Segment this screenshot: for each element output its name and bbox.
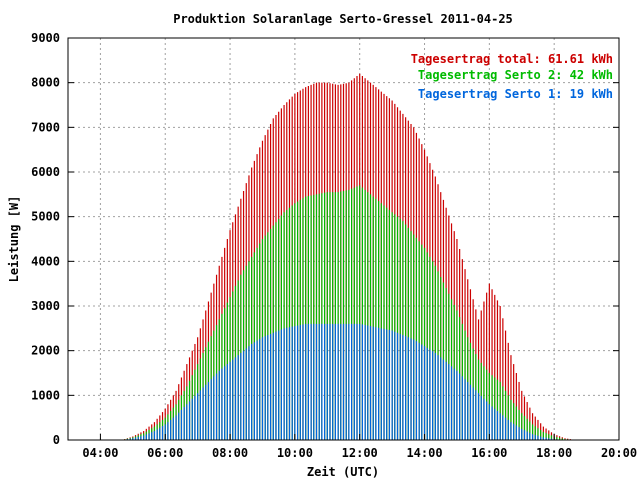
y-tick-label: 7000 xyxy=(31,120,60,134)
legend-entry-serto-1: Tagesertrag Serto 1: 19 kWh xyxy=(418,87,613,101)
tick-marks xyxy=(68,37,620,441)
x-tick-label: 06:00 xyxy=(147,446,183,460)
x-tick-label: 20:00 xyxy=(601,446,637,460)
x-tick-labels: 04:00 06:00 08:00 10:00 12:00 14:00 16:00 18:00… xyxy=(82,446,637,460)
bar-layer xyxy=(124,73,574,440)
x-tick-label: 16:00 xyxy=(471,446,507,460)
legend-entry-total: Tagesertrag total: 61.61 kWh xyxy=(411,52,613,66)
x-axis-label: Zeit (UTC) xyxy=(307,465,379,479)
y-tick-label: 4000 xyxy=(31,254,60,268)
x-tick-label: 12:00 xyxy=(342,446,378,460)
y-tick-label: 5000 xyxy=(31,210,60,224)
x-tick-label: 04:00 xyxy=(82,446,118,460)
legend: Tagesertrag total: 61.61 kWh Tagesertrag… xyxy=(411,52,613,101)
y-tick-label: 9000 xyxy=(31,31,60,45)
y-tick-label: 8000 xyxy=(31,76,60,90)
y-tick-label: 6000 xyxy=(31,165,60,179)
y-axis-label: Leistung [W] xyxy=(7,196,21,283)
y-tick-label: 3000 xyxy=(31,299,60,313)
y-tick-label: 2000 xyxy=(31,344,60,358)
y-tick-label: 1000 xyxy=(31,388,60,402)
plot-frame xyxy=(67,37,620,441)
x-tick-label: 10:00 xyxy=(277,446,313,460)
chart-title: Produktion Solaranlage Serto-Gressel 201… xyxy=(173,12,513,26)
y-tick-labels: 0 1000 2000 3000 4000 5000 6000 7000 8000 9000 xyxy=(31,31,60,447)
legend-entry-serto-2: Tagesertrag Serto 2: 42 kWh xyxy=(418,68,613,82)
x-tick-label: 14:00 xyxy=(406,446,442,460)
x-tick-label: 08:00 xyxy=(212,446,248,460)
x-tick-label: 18:00 xyxy=(536,446,572,460)
y-tick-label: 0 xyxy=(53,433,60,447)
